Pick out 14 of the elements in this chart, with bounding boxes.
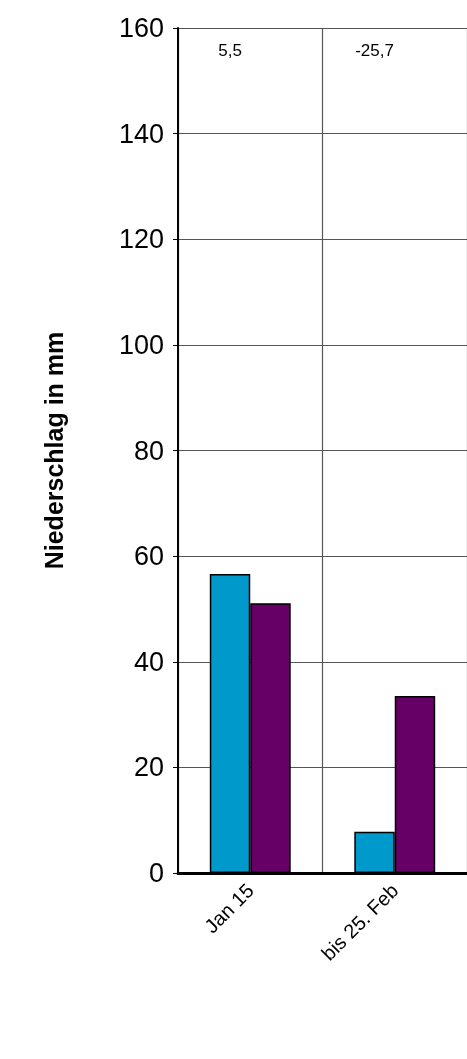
- y-tick-label: 120: [118, 224, 164, 255]
- x-tick-label: bis 25. Feb: [317, 879, 403, 965]
- y-tick-label: 100: [118, 329, 164, 360]
- annotation: -25,7: [355, 41, 394, 60]
- y-tick-label: 0: [148, 858, 164, 888]
- y-tick-label: 20: [133, 752, 164, 783]
- annotation: 5,5: [218, 41, 242, 60]
- x-tick-label: Jan 15: [200, 879, 259, 938]
- y-tick-label: 60: [133, 541, 164, 572]
- y-tick-label: 160: [118, 13, 164, 43]
- y-tick-label: 40: [133, 646, 164, 677]
- y-tick-label: 140: [118, 118, 164, 149]
- y-axis-title: Niederschlag in mm: [39, 331, 68, 570]
- y-tick-label: 80: [133, 435, 164, 466]
